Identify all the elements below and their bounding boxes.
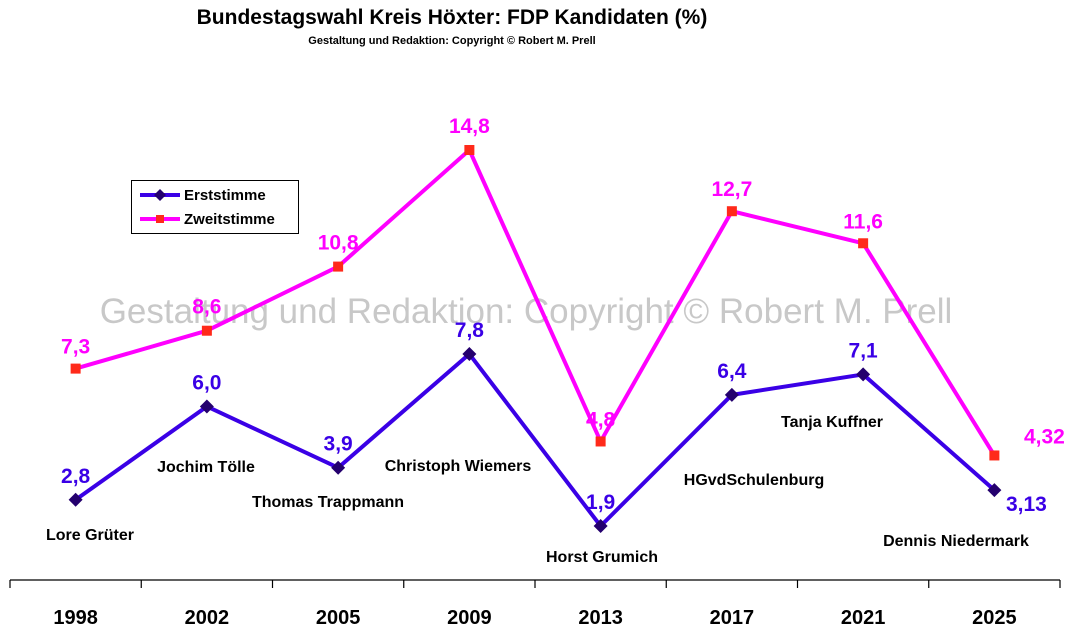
- point-zweitstimme-2025: [989, 450, 1000, 461]
- candidate-label-2002: Jochim Tölle: [157, 459, 255, 476]
- data-label-zweitstimme-2013: 4,8: [586, 408, 616, 431]
- data-label-zweitstimme-2005: 10,8: [318, 232, 359, 255]
- candidate-label-1998: Lore Grüter: [46, 527, 134, 544]
- point-erststimme-2013: [593, 519, 608, 533]
- chart-legend: Erststimme Zweitstimme: [131, 180, 299, 234]
- point-zweitstimme-2017: [726, 206, 737, 217]
- x-tick-label-1998: 1998: [53, 607, 98, 629]
- x-tick-label-2013: 2013: [578, 607, 623, 629]
- point-zweitstimme-2021: [858, 238, 869, 249]
- point-erststimme-2005: [331, 460, 346, 475]
- chart-title: Bundestagswahl Kreis Höxter: FDP Kandida…: [196, 6, 708, 29]
- x-tick-label-2009: 2009: [447, 607, 492, 629]
- candidate-label-2009: Christoph Wiemers: [385, 458, 532, 475]
- chart-subtitle: Gestaltung und Redaktion: Copyright © Ro…: [308, 35, 596, 47]
- legend-label-zweitstimme: Zweitstimme: [184, 210, 275, 228]
- candidate-label-2021: Tanja Kuffner: [781, 414, 883, 431]
- point-erststimme-2025: [987, 483, 1002, 498]
- x-tick-label-2025: 2025: [972, 607, 1017, 629]
- series-line-zweitstimme: [75, 148, 997, 457]
- point-zweitstimme-2005: [333, 261, 344, 272]
- point-erststimme-2017: [724, 387, 739, 402]
- x-tick-label-2005: 2005: [316, 607, 361, 629]
- legend-item-erststimme: Erststimme: [140, 185, 266, 205]
- data-label-erststimme-2002: 6,0: [192, 371, 221, 394]
- data-label-erststimme-2021: 7,1: [849, 339, 879, 362]
- x-tick-label-2002: 2002: [185, 607, 230, 629]
- candidate-label-2025: Dennis Niedermark: [883, 533, 1029, 550]
- data-label-zweitstimme-2021: 11,6: [843, 210, 883, 233]
- point-zweitstimme-1998: [70, 363, 81, 374]
- legend-label-erststimme: Erststimme: [184, 186, 266, 204]
- data-label-zweitstimme-2017: 12,7: [711, 178, 752, 201]
- x-tick-label-2017: 2017: [710, 607, 755, 629]
- candidate-label-2017: HGvdSchulenburg: [684, 472, 824, 489]
- point-erststimme-2009: [462, 347, 477, 362]
- candidate-label-2013: Horst Grumich: [546, 549, 658, 566]
- point-erststimme-2002: [199, 399, 214, 414]
- data-label-erststimme-1998: 2,8: [61, 465, 91, 488]
- legend-item-zweitstimme: Zweitstimme: [140, 209, 275, 229]
- data-label-zweitstimme-2002: 8,6: [192, 296, 221, 319]
- point-zweitstimme-2009: [464, 145, 475, 155]
- data-label-erststimme-2009: 7,8: [455, 319, 485, 342]
- point-erststimme-1998: [68, 492, 83, 507]
- point-erststimme-2021: [856, 367, 871, 382]
- data-label-erststimme-2017: 6,4: [717, 360, 747, 383]
- data-label-erststimme-2005: 3,9: [324, 433, 353, 456]
- point-zweitstimme-2002: [201, 325, 212, 336]
- data-label-erststimme-2025: 3,13: [1006, 493, 1047, 516]
- point-zweitstimme-2013: [595, 436, 606, 447]
- data-label-zweitstimme-2009: 14,8: [449, 115, 490, 138]
- candidate-label-2005: Thomas Trappmann: [252, 494, 404, 511]
- data-label-erststimme-2013: 1,9: [586, 491, 615, 514]
- data-label-zweitstimme-1998: 7,3: [61, 336, 90, 359]
- series-line-erststimme: [74, 352, 996, 528]
- legend-swatch-erststimme: [140, 188, 180, 202]
- legend-swatch-zweitstimme: [140, 212, 180, 226]
- x-tick-label-2021: 2021: [841, 607, 886, 629]
- data-label-zweitstimme-2025: 4,32: [1024, 425, 1065, 448]
